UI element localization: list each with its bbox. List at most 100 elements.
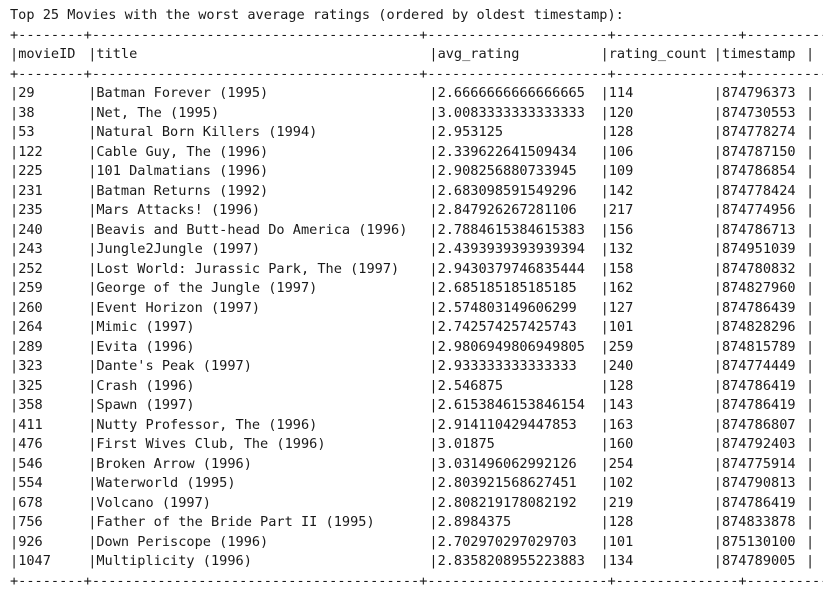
- cell-timestamp: 874789005: [721, 553, 796, 569]
- cell-timestamp: 874827960: [721, 280, 796, 296]
- cell-rating-count: 106: [608, 143, 634, 160]
- cell-title: Crash (1996): [96, 377, 195, 394]
- cell-title: Multiplicity (1996): [96, 553, 252, 569]
- cell-rating-count: 240: [608, 358, 634, 374]
- cell-movieid: 678: [18, 494, 43, 511]
- table-row: | 231 | Batman Returns (1992) | 2.68309859154…: [10, 182, 823, 202]
- table-row: | 476 | First Wives Club, The (1996) | 3.0187…: [10, 435, 823, 455]
- cell-timestamp: 874828296: [721, 319, 796, 335]
- table-row: | 554 | Waterworld (1995) | 2.803921568627451…: [10, 474, 823, 494]
- table-border-top: +--------+------------------------------…: [10, 26, 823, 43]
- cell-movieid: 546: [18, 455, 43, 472]
- cell-movieid: 325: [18, 377, 43, 394]
- table-row: | 1047 | Multiplicity (1996) | 2.835820895522…: [10, 552, 823, 572]
- cell-timestamp: 874786854: [721, 163, 796, 179]
- cell-timestamp: 874792403: [721, 436, 796, 452]
- cell-title: Jungle2Jungle (1997): [96, 241, 261, 257]
- cell-rating-count: 102: [608, 475, 634, 491]
- table-row: | 323 | Dante's Peak (1997) | 2.9333333333333…: [10, 357, 823, 377]
- cell-rating-count: 217: [608, 202, 634, 218]
- cell-rating-count: 128: [608, 124, 634, 140]
- cell-title: Beavis and Butt-head Do America (1996): [96, 221, 408, 238]
- cell-rating-count: 128: [608, 514, 634, 530]
- cell-avg-rating: 3.01875: [437, 436, 495, 452]
- cell-avg-rating: 2.9430379746835444: [437, 260, 585, 277]
- table-row: | 264 | Mimic (1997) | 2.742574257425743 | 101 |…: [10, 318, 823, 338]
- cell-rating-count: 101: [608, 319, 634, 335]
- cell-rating-count: 143: [608, 397, 634, 413]
- cell-avg-rating: 2.847926267281106: [437, 202, 577, 218]
- cell-avg-rating: 2.8984375: [437, 514, 512, 530]
- cell-avg-rating: 2.908256880733945: [437, 163, 577, 179]
- cell-title: Father of the Bride Part II (1995): [96, 514, 375, 530]
- cell-movieid: 252: [18, 260, 43, 277]
- table-body: | 29 | Batman Forever (1995) | 2.666666666666…: [10, 84, 823, 572]
- cell-title: Event Horizon (1997): [96, 299, 261, 316]
- cell-rating-count: 127: [608, 299, 634, 316]
- table-row: | 289 | Evita (1996) | 2.9806949806949805 | 259…: [10, 338, 823, 358]
- cell-timestamp: 874774449: [721, 358, 796, 374]
- cell-movieid: 235: [18, 202, 43, 218]
- cell-timestamp: 874786419: [721, 397, 796, 413]
- cell-movieid: 225: [18, 163, 43, 179]
- cell-title: Down Periscope (1996): [96, 533, 269, 550]
- cell-avg-rating: 3.0083333333333333: [437, 104, 585, 121]
- table-header-row: | movieID | title | avg_rating | rating_count | t…: [10, 45, 823, 65]
- cell-movieid: 554: [18, 475, 43, 491]
- cell-movieid: 240: [18, 221, 43, 238]
- cell-title: Net, The (1995): [96, 104, 220, 121]
- cell-timestamp: 874786713: [721, 221, 796, 238]
- cell-title: Mars Attacks! (1996): [96, 202, 261, 218]
- cell-movieid: 29: [18, 85, 35, 101]
- cell-rating-count: 134: [608, 553, 634, 569]
- cell-avg-rating: 2.7884615384615383: [437, 221, 585, 238]
- table-border-bottom: +--------+------------------------------…: [10, 572, 823, 589]
- cell-avg-rating: 2.914110429447853: [437, 416, 577, 433]
- cell-rating-count: 101: [608, 533, 634, 550]
- table-row: | 678 | Volcano (1997) | 2.808219178082192 | 21…: [10, 494, 823, 514]
- table-row: | 53 | Natural Born Killers (1994) | 2.953125…: [10, 123, 823, 143]
- cell-timestamp: 874786419: [721, 494, 796, 511]
- cell-avg-rating: 2.683098591549296: [437, 182, 577, 199]
- cell-movieid: 231: [18, 182, 43, 199]
- cell-avg-rating: 2.953125: [437, 124, 504, 140]
- cell-title: George of the Jungle (1997): [96, 280, 318, 296]
- cell-movieid: 53: [18, 124, 35, 140]
- cell-timestamp: 874778274: [721, 124, 796, 140]
- column-header-title: title: [96, 46, 138, 62]
- cell-avg-rating: 2.685185185185185: [437, 280, 577, 296]
- table-row: | 122 | Cable Guy, The (1996) | 2.33962264150…: [10, 143, 823, 163]
- cell-title: Batman Forever (1995): [96, 85, 269, 101]
- cell-rating-count: 114: [608, 85, 634, 101]
- cell-rating-count: 163: [608, 416, 634, 433]
- table-row: | 411 | Nutty Professor, The (1996) | 2.91411…: [10, 416, 823, 436]
- cell-movieid: 243: [18, 241, 43, 257]
- cell-avg-rating: 2.339622641509434: [437, 143, 577, 160]
- cell-rating-count: 156: [608, 221, 634, 238]
- cell-timestamp: 874778424: [721, 182, 796, 199]
- cell-title: Nutty Professor, The (1996): [96, 416, 318, 433]
- cell-rating-count: 132: [608, 241, 634, 257]
- table-row: | 358 | Spawn (1997) | 2.6153846153846154 | 143…: [10, 396, 823, 416]
- table-row: | 29 | Batman Forever (1995) | 2.666666666666…: [10, 84, 823, 104]
- cell-avg-rating: 2.803921568627451: [437, 475, 577, 491]
- cell-timestamp: 875130100: [721, 533, 796, 550]
- cell-title: Dante's Peak (1997): [96, 358, 252, 374]
- cell-rating-count: 259: [608, 338, 634, 355]
- cell-timestamp: 874780832: [721, 260, 796, 277]
- table-row: | 243 | Jungle2Jungle (1997) | 2.439393939393…: [10, 240, 823, 260]
- cell-rating-count: 162: [608, 280, 634, 296]
- cell-title: Evita (1996): [96, 338, 195, 355]
- cell-avg-rating: 2.702970297029703: [437, 533, 577, 550]
- cell-rating-count: 109: [608, 163, 634, 179]
- cell-avg-rating: 2.933333333333333: [437, 358, 577, 374]
- cell-avg-rating: 2.6666666666666665: [437, 85, 585, 101]
- cell-avg-rating: 2.9806949806949805: [437, 338, 585, 355]
- cell-timestamp: 874786419: [721, 377, 796, 394]
- column-header-timestamp: timestamp: [721, 46, 796, 62]
- cell-timestamp: 874796373: [721, 85, 796, 101]
- cell-title: Broken Arrow (1996): [96, 455, 252, 472]
- cell-movieid: 122: [18, 143, 43, 160]
- console-output: Top 25 Movies with the worst average rat…: [10, 6, 823, 591]
- column-header-avg-rating: avg_rating: [437, 46, 520, 62]
